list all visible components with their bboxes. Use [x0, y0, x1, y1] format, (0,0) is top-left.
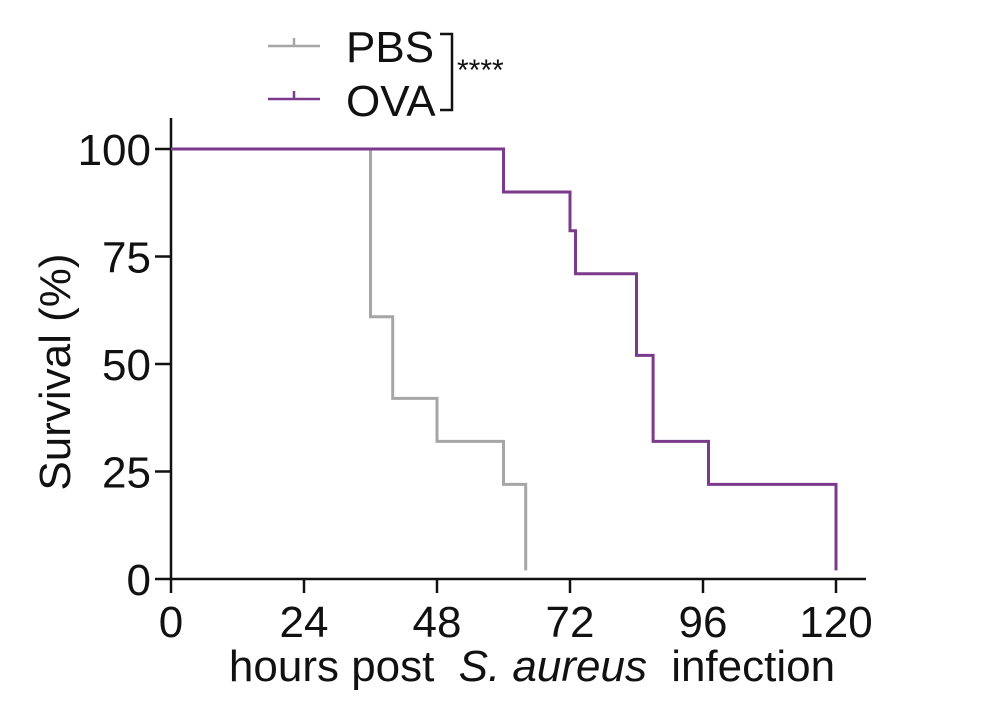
series-layer: [171, 147, 838, 571]
x-axis-title: hours post S. aureus infection: [229, 642, 835, 691]
legend-item-ova: OVA: [268, 77, 436, 126]
x-tick-label: 48: [413, 598, 462, 647]
significance-label: ****: [457, 54, 504, 87]
y-tick-label: 50: [102, 341, 151, 390]
legend-label-pbs: PBS: [346, 23, 434, 72]
series-line-ova: [171, 147, 838, 571]
x-axis-title-italic: S. aureus: [459, 642, 647, 691]
x-tick-label: 120: [799, 598, 872, 647]
series-line-pbs: [171, 147, 528, 571]
x-tick-label: 96: [679, 598, 728, 647]
x-tick-label: 72: [546, 598, 595, 647]
x-tick-label: 0: [159, 598, 183, 647]
y-ticks: 0 25 50 75 100: [78, 126, 171, 605]
x-ticks: 0 24 48 72 96 120: [159, 579, 873, 647]
legend-label-ova: OVA: [346, 77, 436, 126]
x-axis-title-prefix: hours post: [229, 642, 434, 691]
x-axis-title-suffix: infection: [671, 642, 835, 691]
x-tick-label: 24: [280, 598, 329, 647]
y-axis-title: Survival (%): [31, 253, 80, 490]
y-tick-label: 100: [78, 126, 151, 175]
legend: PBS OVA: [268, 23, 436, 126]
significance-bracket: [440, 32, 454, 112]
y-tick-label: 75: [102, 234, 151, 283]
y-tick-label: 25: [102, 449, 151, 498]
legend-item-pbs: PBS: [268, 23, 434, 72]
y-tick-label: 0: [127, 556, 151, 605]
